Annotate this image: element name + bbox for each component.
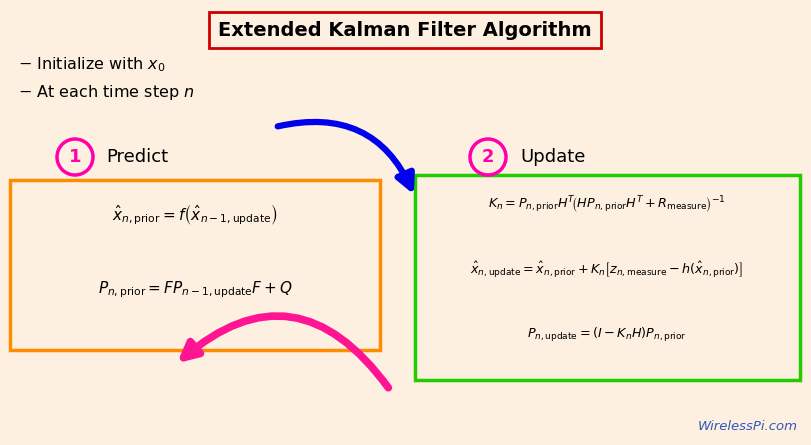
Text: $-$ Initialize with $x_0$: $-$ Initialize with $x_0$ bbox=[18, 56, 165, 74]
FancyBboxPatch shape bbox=[10, 180, 380, 350]
FancyBboxPatch shape bbox=[415, 175, 800, 380]
Text: $\hat{x}_{n,\mathrm{prior}} = f\left(\hat{x}_{n-1,\mathrm{update}}\right)$: $\hat{x}_{n,\mathrm{prior}} = f\left(\ha… bbox=[112, 202, 277, 227]
Text: $-$ At each time step $n$: $-$ At each time step $n$ bbox=[18, 84, 195, 102]
Text: Extended Kalman Filter Algorithm: Extended Kalman Filter Algorithm bbox=[218, 20, 592, 40]
FancyArrowPatch shape bbox=[277, 122, 412, 188]
Text: $P_{n,\mathrm{update}} = (I - K_nH)P_{n,\mathrm{prior}}$: $P_{n,\mathrm{update}} = (I - K_nH)P_{n,… bbox=[527, 326, 687, 344]
Text: $\hat{x}_{n,\mathrm{update}} = \hat{x}_{n,\mathrm{prior}} + K_n\left[z_{n,\mathr: $\hat{x}_{n,\mathrm{update}} = \hat{x}_{… bbox=[470, 260, 744, 280]
Text: Update: Update bbox=[520, 148, 586, 166]
Text: Predict: Predict bbox=[106, 148, 168, 166]
Text: $P_{n,\mathrm{prior}} = FP_{n-1,\mathrm{update}}F + Q$: $P_{n,\mathrm{prior}} = FP_{n-1,\mathrm{… bbox=[97, 280, 292, 300]
Text: 1: 1 bbox=[69, 148, 81, 166]
Text: WirelessPi.com: WirelessPi.com bbox=[698, 420, 798, 433]
Text: 2: 2 bbox=[482, 148, 494, 166]
Text: $K_n = P_{n,\mathrm{prior}}H^T\!\left(HP_{n,\mathrm{prior}}H^T + R_{\mathrm{meas: $K_n = P_{n,\mathrm{prior}}H^T\!\left(HP… bbox=[488, 194, 726, 215]
FancyArrowPatch shape bbox=[183, 316, 388, 388]
